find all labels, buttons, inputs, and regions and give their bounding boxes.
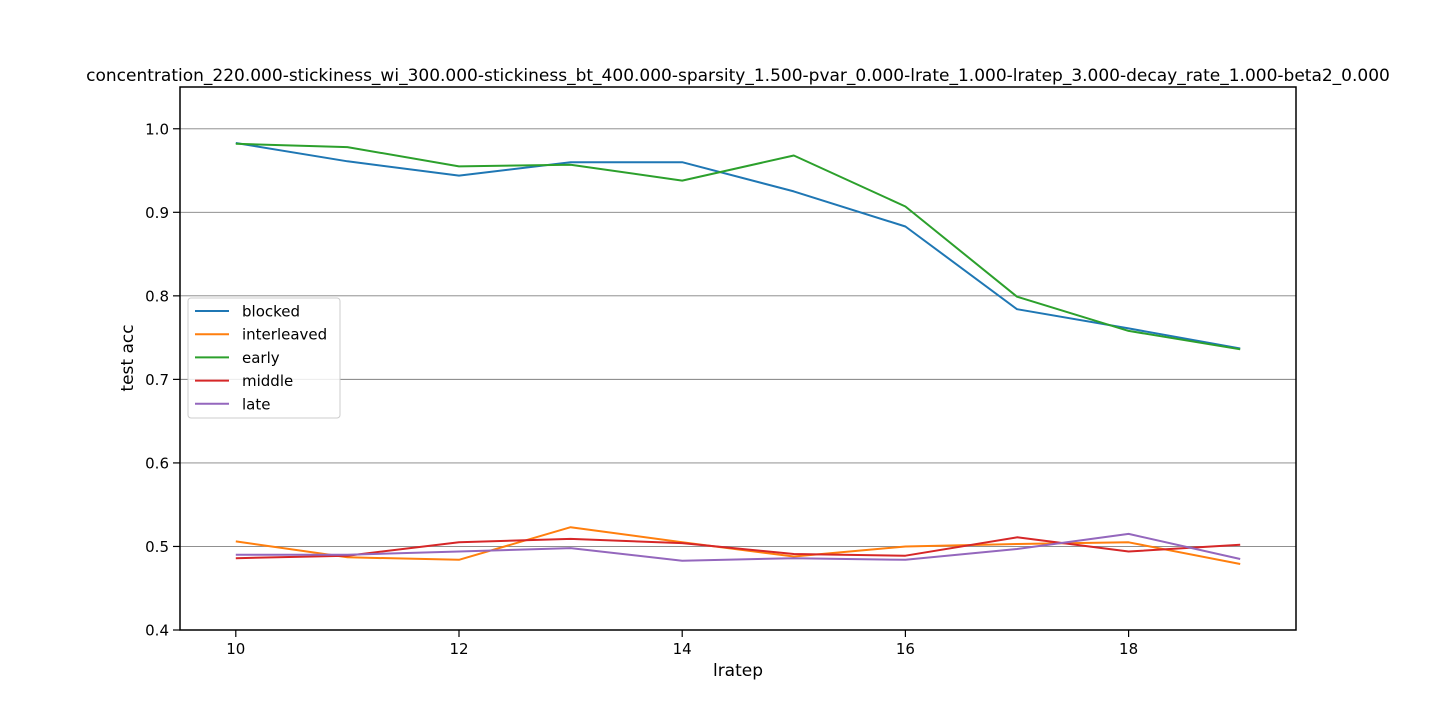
y-tick-label: 1.0 — [145, 120, 169, 138]
series-line-late — [235, 532, 1241, 562]
y-tick-label: 0.7 — [145, 371, 169, 389]
y-tick-label: 0.4 — [145, 622, 169, 640]
y-tick-label: 0.9 — [145, 204, 169, 222]
y-axis-ticks: 0.4 0.5 0.6 0.7 0.8 0.9 1.0 — [145, 120, 180, 640]
series-line-blocked — [235, 142, 1241, 350]
y-tick-label: 0.5 — [145, 538, 169, 556]
x-tick-label: 12 — [449, 640, 468, 658]
x-axis-label: lratep — [713, 661, 763, 681]
legend-label-early: early — [242, 349, 280, 367]
series-line-early — [235, 142, 1241, 351]
x-tick-label: 14 — [673, 640, 692, 658]
series-line-middle — [235, 536, 1241, 560]
y-tick-label: 0.6 — [145, 454, 169, 472]
legend-label-blocked: blocked — [242, 303, 300, 321]
x-tick-label: 18 — [1119, 640, 1138, 658]
plot-frame — [179, 86, 1297, 631]
legend-label-interleaved: interleaved — [242, 326, 327, 344]
gridlines — [180, 128, 1296, 631]
y-axis-label: test acc — [118, 324, 138, 391]
x-tick-label: 10 — [226, 640, 245, 658]
y-tick-label: 0.8 — [145, 287, 169, 305]
legend-box — [187, 297, 341, 419]
chart-title: concentration_220.000-stickiness_wi_300.… — [86, 66, 1390, 86]
legend-label-middle: middle — [242, 372, 293, 390]
series-lines — [235, 142, 1241, 565]
legend-label-late: late — [242, 395, 270, 413]
x-tick-label: 16 — [896, 640, 915, 658]
x-axis-ticks: 10 12 14 16 18 — [226, 630, 1138, 658]
legend: blocked interleaved early middle late — [187, 297, 341, 419]
